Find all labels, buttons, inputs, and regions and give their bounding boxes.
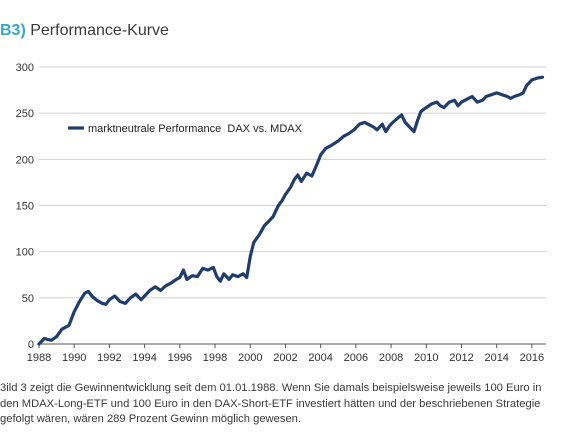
x-tick-label: 2016 [520,352,544,364]
x-tick-label: 1996 [168,352,192,364]
x-tick-label: 2008 [379,352,403,364]
x-tick-label: 2012 [449,352,473,364]
x-tick-label: 1992 [97,352,121,364]
y-tick-label: 250 [16,108,34,120]
chart-heading: B3) Performance-Kurve [0,22,169,40]
heading-title: Performance-Kurve [30,22,169,39]
heading-number: B3) [0,22,26,39]
series-group [37,75,545,346]
x-tick-label: 2002 [273,352,297,364]
x-tick-label: 1990 [62,352,86,364]
caption-line-2: den MDAX-Long-ETF und 100 Euro in den DA… [0,397,541,410]
legend-label: marktneutrale Performance DAX vs. MDAX [88,123,303,135]
caption-line-3: gefolgt wären, wären 289 Prozent Gewinn … [0,413,301,425]
y-tick-label: 150 [16,201,34,213]
x-tick-label: 1988 [27,352,51,364]
x-tick-label: 2000 [238,352,262,364]
x-tick-label: 2006 [344,352,368,364]
x-tick-label: 2010 [414,352,438,364]
x-tick-label: 2014 [484,352,508,364]
legend: marktneutrale Performance DAX vs. MDAX [68,123,303,135]
y-tick-label: 300 [16,62,34,74]
y-tick-label: 200 [16,154,34,166]
grid-lines [39,66,546,299]
x-tick-label: 1998 [203,352,227,364]
y-tick-label: 0 [28,339,34,351]
figure-caption: 3ild 3 zeigt die Gewinnentwicklung seit … [0,381,575,428]
x-axis-ticks: 1988 1990 1992 1994 1996 1998 2000 2002 2004 2006… [27,344,544,364]
y-tick-label: 50 [22,293,34,305]
x-tick-label: 1994 [132,352,156,364]
y-tick-label: 100 [16,247,34,259]
caption-line-1: 3ild 3 zeigt die Gewinnentwicklung seit … [0,382,542,394]
series-line-0 [37,75,545,346]
x-tick-label: 2004 [308,352,332,364]
y-axis-ticks: 0 50 100 150 200 250 300 [16,62,34,351]
